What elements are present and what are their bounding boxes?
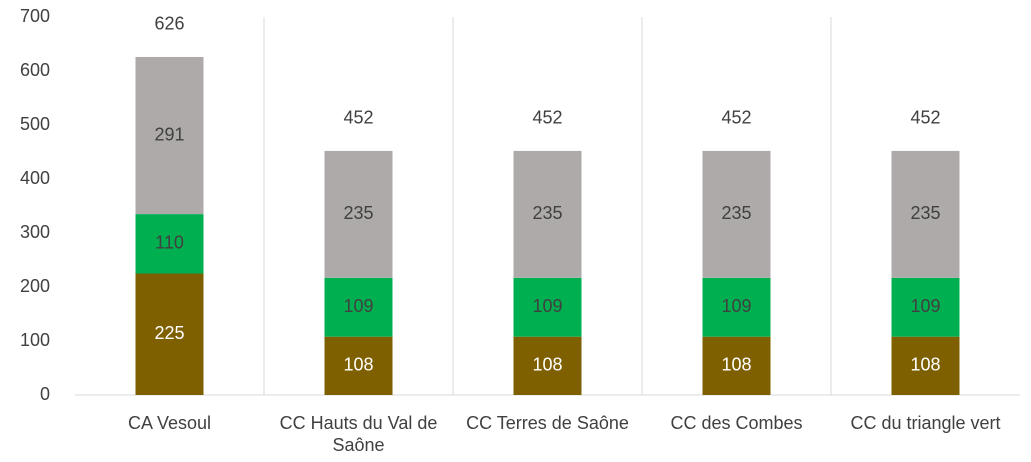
total-label: 452 bbox=[721, 108, 751, 128]
bar-segment bbox=[324, 277, 393, 337]
bar-segment bbox=[702, 277, 771, 337]
bar-segment bbox=[324, 336, 393, 395]
data-label: 108 bbox=[721, 355, 751, 375]
bar-segment bbox=[135, 214, 204, 274]
y-tick-label: 600 bbox=[20, 60, 50, 80]
bar-segment bbox=[891, 336, 960, 395]
y-tick-label: 500 bbox=[20, 114, 50, 134]
data-label: 108 bbox=[532, 355, 562, 375]
y-tick-label: 0 bbox=[40, 384, 50, 404]
bar-segment bbox=[891, 277, 960, 337]
bar-segment bbox=[513, 150, 582, 278]
bar-segment bbox=[324, 150, 393, 278]
y-tick-label: 100 bbox=[20, 330, 50, 350]
data-label: 235 bbox=[721, 203, 751, 223]
data-label: 109 bbox=[532, 296, 562, 316]
total-label: 626 bbox=[154, 14, 184, 34]
x-tick-label: CC des Combes bbox=[670, 413, 803, 433]
bar-segment bbox=[891, 150, 960, 278]
data-label: 291 bbox=[154, 124, 184, 144]
bar-segment bbox=[702, 336, 771, 395]
y-tick-label: 400 bbox=[20, 168, 50, 188]
data-label: 109 bbox=[343, 296, 373, 316]
y-tick-label: 700 bbox=[20, 6, 50, 26]
data-label: 109 bbox=[910, 296, 940, 316]
bar-segment bbox=[135, 273, 204, 395]
data-label: 235 bbox=[532, 203, 562, 223]
data-label: 235 bbox=[910, 203, 940, 223]
x-tick-label: CC Terres de Saône bbox=[466, 413, 629, 433]
x-tick-label: CA Vesoul bbox=[127, 413, 212, 433]
data-label: 235 bbox=[343, 203, 373, 223]
x-tick-label: CC du triangle vert bbox=[850, 413, 1001, 433]
bar-segment bbox=[702, 150, 771, 278]
x-tick-label: CC Hauts du Val de Saône bbox=[279, 413, 438, 455]
data-label: 109 bbox=[721, 296, 751, 316]
data-label: 110 bbox=[155, 233, 184, 253]
bar-segment bbox=[513, 336, 582, 395]
total-label: 452 bbox=[343, 108, 373, 128]
data-label: 108 bbox=[910, 355, 940, 375]
data-label: 108 bbox=[343, 355, 373, 375]
y-tick-label: 200 bbox=[20, 276, 50, 296]
bar-segment bbox=[135, 56, 204, 215]
total-label: 452 bbox=[532, 108, 562, 128]
total-label: 452 bbox=[910, 108, 940, 128]
bar-segment bbox=[513, 277, 582, 337]
data-label: 225 bbox=[154, 323, 184, 343]
y-tick-label: 300 bbox=[20, 222, 50, 242]
